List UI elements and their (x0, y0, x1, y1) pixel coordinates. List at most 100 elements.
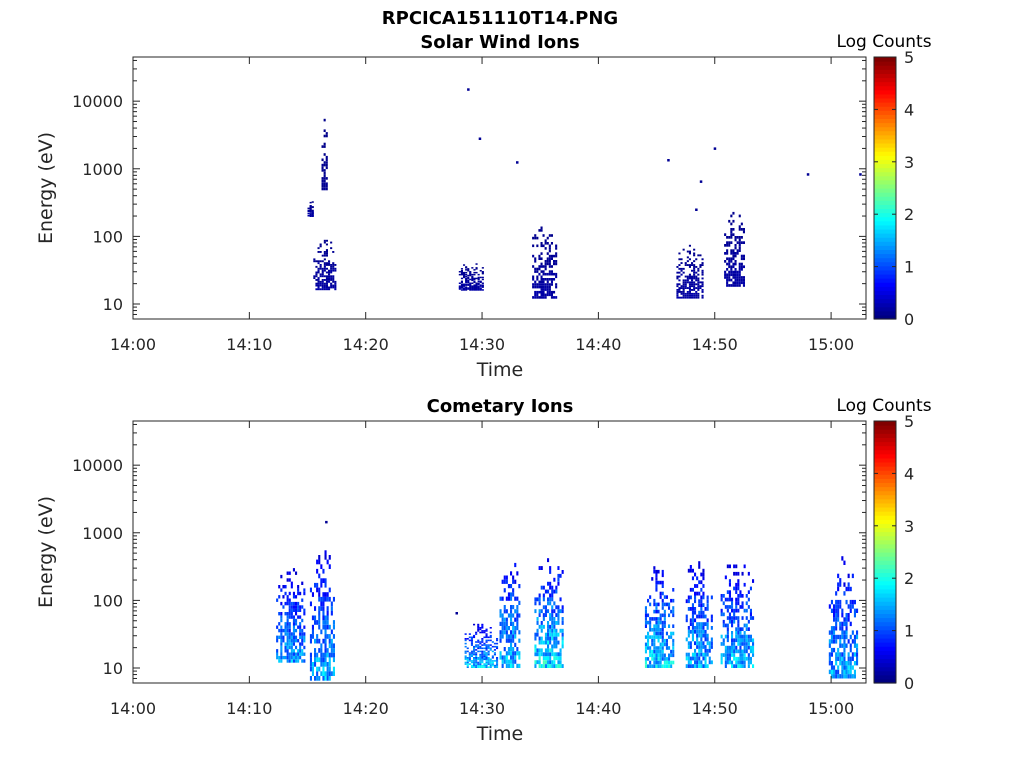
data-cell (553, 601, 556, 606)
data-cell (657, 631, 660, 636)
data-cell (303, 591, 306, 596)
data-cell (534, 290, 537, 294)
data-cell (665, 602, 668, 607)
colorbar-segment (874, 118, 896, 124)
data-cell (477, 650, 480, 653)
data-cell (538, 613, 541, 617)
data-cell (743, 653, 746, 657)
data-cell (736, 284, 739, 287)
data-cell (706, 595, 709, 600)
data-cell (536, 296, 539, 299)
data-cell (557, 609, 560, 614)
data-cell (491, 664, 494, 667)
data-cell (553, 660, 556, 665)
data-cell (280, 655, 283, 660)
data-cell (323, 134, 326, 138)
data-cell (691, 296, 694, 299)
data-cell (540, 285, 543, 289)
data-cell (743, 656, 746, 661)
data-cell (295, 608, 298, 612)
data-cell (733, 564, 736, 569)
data-cell (540, 640, 543, 645)
data-cell (544, 656, 547, 661)
data-cell (507, 613, 510, 618)
data-cell (738, 236, 741, 239)
data-point (478, 137, 482, 140)
data-cell (706, 641, 709, 646)
data-cell (661, 624, 664, 628)
data-cell (663, 602, 666, 607)
data-cell (330, 282, 333, 285)
data-cell (324, 582, 327, 588)
data-cell (468, 655, 471, 657)
data-cell (561, 621, 564, 625)
data-cell (737, 608, 740, 613)
data-cell (738, 262, 741, 266)
data-cell (720, 653, 723, 657)
data-cell (737, 619, 740, 624)
data-cell (518, 638, 521, 643)
data-cell (496, 645, 499, 648)
data-cell (460, 285, 463, 287)
data-cell (740, 276, 743, 279)
data-cell (534, 601, 537, 606)
data-cell (299, 605, 302, 609)
data-cell (475, 655, 478, 657)
data-cell (284, 632, 287, 636)
data-cell (676, 294, 679, 297)
data-cell (295, 601, 298, 606)
data-cell (680, 285, 683, 288)
data-cell (325, 275, 328, 278)
data-cell (311, 213, 314, 216)
data-cell (657, 660, 660, 665)
data-cell (460, 273, 463, 276)
data-cell (489, 644, 492, 646)
data-cell (700, 626, 703, 630)
data-cell (314, 620, 317, 625)
data-cell (726, 257, 729, 261)
data-cell (665, 646, 668, 650)
data-cell (460, 283, 463, 285)
data-cell (696, 591, 699, 596)
data-cell (735, 590, 738, 594)
data-cell (736, 270, 739, 274)
data-cell (323, 284, 326, 287)
data-cell (740, 281, 743, 285)
data-cell (292, 655, 295, 660)
data-cell (518, 630, 521, 635)
data-cell (301, 639, 304, 643)
data-cell (460, 268, 463, 270)
data-cell (741, 634, 744, 639)
data-cell (655, 660, 658, 665)
data-cell (540, 229, 543, 232)
data-cell (288, 612, 291, 616)
data-cell (682, 292, 685, 295)
data-cell (663, 609, 666, 614)
data-cell (311, 634, 314, 639)
data-cell (321, 158, 324, 162)
data-cell (301, 628, 304, 633)
data-cell (536, 628, 539, 633)
data-cell (323, 275, 326, 278)
data-cell (542, 585, 545, 590)
data-cell (659, 595, 662, 599)
data-cell (481, 276, 484, 279)
data-cell (702, 622, 705, 626)
data-cell (473, 623, 476, 626)
data-cell (510, 571, 513, 576)
data-cell (549, 585, 552, 590)
data-cell (470, 652, 473, 654)
data-cell (284, 612, 287, 616)
data-cell (483, 636, 486, 639)
data-cell (682, 294, 685, 297)
data-cell (295, 635, 298, 639)
colorbar-segment (874, 457, 896, 463)
data-cell (332, 267, 335, 270)
data-cell (698, 622, 701, 626)
data-cell (694, 641, 697, 646)
data-cell (737, 631, 740, 635)
data-cell (491, 657, 494, 659)
data-cell (730, 249, 733, 252)
data-cell (538, 597, 541, 602)
data-cell (501, 659, 504, 664)
